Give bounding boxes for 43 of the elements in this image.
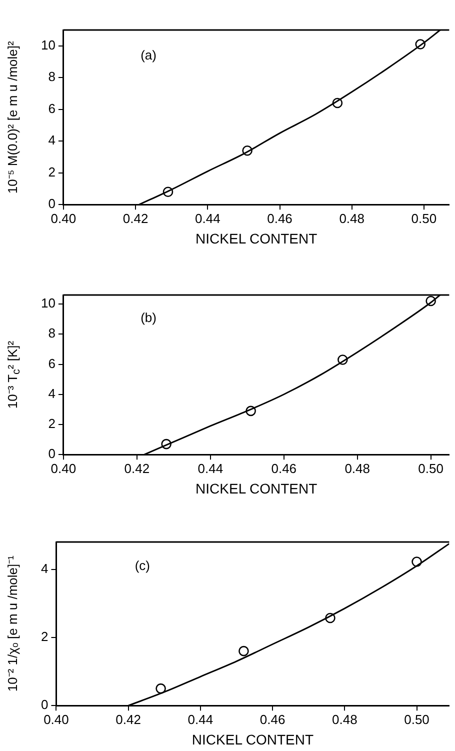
y-tick-label: 4: [48, 386, 56, 401]
annotation: (c): [134, 558, 150, 573]
x-tick-label: 0.46: [271, 460, 297, 476]
point: [156, 683, 166, 694]
x-tick-label: 0.44: [198, 460, 224, 476]
x-axis-title: NICKEL CONTENT: [196, 230, 318, 246]
y-tick-label: 8: [48, 69, 56, 84]
y-tick-label: 8: [48, 326, 56, 341]
y-tick-label: 2: [48, 416, 56, 432]
x-tick-label: 0.48: [344, 460, 370, 476]
y-tick-label: 10: [40, 37, 56, 52]
x-tick-label: 0.46: [267, 210, 292, 226]
x-tick-label: 0.46: [260, 712, 286, 727]
x-axis-title: NICKEL CONTENT: [192, 731, 314, 748]
x-axis-title: NICKEL CONTENT: [196, 480, 318, 496]
y-tick-label: 0: [48, 446, 56, 462]
y-tick-label: 6: [48, 100, 56, 116]
y-tick-label: 6: [48, 356, 56, 371]
y-tick-label: 0: [48, 196, 56, 212]
x-tick-label: 0.40: [50, 460, 76, 476]
annotation: (b): [140, 310, 156, 326]
annotation: (a): [140, 48, 156, 63]
x-tick-label: 0.48: [339, 210, 365, 226]
y-tick-label: 2: [40, 629, 48, 644]
x-tick-label: 0.42: [116, 712, 141, 727]
y-axis-title: 10⁻² 1/χₒ [e m u /mole]⁻¹: [4, 554, 21, 694]
y-tick-label: 2: [48, 164, 56, 180]
x-tick-label: 0.50: [404, 712, 430, 727]
point: [238, 646, 249, 656]
x-tick-label: 0.42: [124, 460, 150, 476]
y-tick-label: 4: [48, 132, 56, 148]
x-tick-label: 0.42: [122, 210, 148, 226]
x-tick-label: 0.44: [195, 210, 220, 226]
x-tick-label: 0.40: [44, 712, 69, 727]
x-tick-label: 0.44: [188, 712, 214, 727]
y-tick-label: 4: [40, 560, 48, 576]
x-tick-label: 0.50: [411, 210, 437, 226]
y-axis-title: 10⁻⁵ M(0.0)² [e m u /mole]²: [4, 40, 21, 196]
y-tick-label: 0: [40, 697, 48, 712]
y-tick-label: 10: [40, 296, 56, 311]
x-tick-label: 0.50: [418, 460, 444, 476]
x-tick-label: 0.40: [50, 210, 76, 226]
x-tick-label: 0.48: [332, 712, 358, 727]
